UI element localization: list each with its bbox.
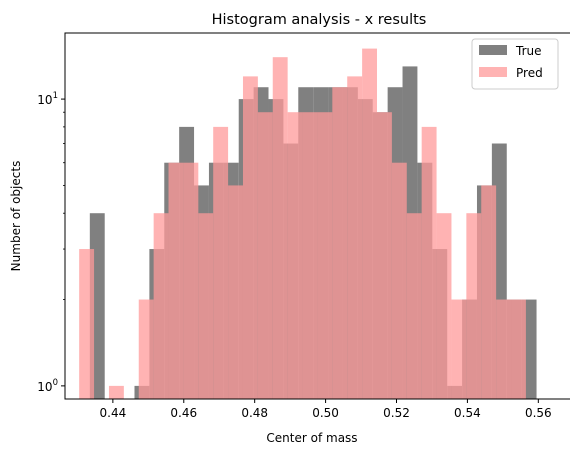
bar-pred-22 bbox=[406, 213, 422, 399]
y-tick-label: 100 bbox=[37, 378, 58, 394]
bar-pred-23 bbox=[421, 126, 437, 399]
y-axis-ticks: 100 101 bbox=[37, 91, 65, 394]
bar-pred-21 bbox=[391, 162, 407, 399]
bar-pred-16 bbox=[317, 112, 333, 400]
bar-pred-8 bbox=[198, 213, 214, 399]
bar-pred-17 bbox=[332, 87, 348, 399]
x-tick-label: 0.46 bbox=[170, 406, 197, 420]
bar-pred-4 bbox=[138, 299, 154, 399]
x-tick-label: 0.48 bbox=[241, 406, 268, 420]
legend-swatch-true bbox=[479, 45, 507, 55]
x-axis-label: Center of mass bbox=[266, 431, 357, 445]
bar-pred-18 bbox=[347, 76, 363, 399]
bar-pred-0 bbox=[79, 249, 95, 399]
x-tick-label: 0.44 bbox=[100, 406, 127, 420]
plot-frame bbox=[64, 32, 570, 400]
legend: True Pred bbox=[471, 38, 559, 90]
x-axis-ticks: 0.44 0.46 0.48 0.50 0.52 0.54 0.56 bbox=[100, 399, 552, 420]
bar-pred-11 bbox=[242, 76, 258, 399]
bar-pred-25 bbox=[451, 299, 467, 399]
chart-title: Histogram analysis - x results bbox=[212, 12, 427, 28]
x-tick-label: 0.52 bbox=[383, 406, 410, 420]
bar-pred-15 bbox=[302, 112, 318, 400]
x-tick-label: 0.56 bbox=[525, 406, 552, 420]
x-tick-label: 0.54 bbox=[454, 406, 481, 420]
bar-pred-10 bbox=[228, 185, 243, 399]
bar-pred-2 bbox=[108, 385, 124, 399]
bar-pred-7 bbox=[183, 162, 199, 399]
y-tick-label: 101 bbox=[37, 91, 58, 107]
bar-pred-5 bbox=[153, 213, 169, 399]
bar-pred-12 bbox=[257, 112, 273, 400]
bar-pred-28 bbox=[496, 299, 512, 399]
bar-pred-19 bbox=[362, 48, 377, 400]
bar-pred-13 bbox=[272, 57, 288, 400]
legend-label-true: True bbox=[515, 44, 542, 58]
bar-pred-24 bbox=[436, 213, 452, 399]
y-axis-label: Number of objects bbox=[9, 161, 23, 272]
series-pred-bars bbox=[79, 48, 526, 400]
bar-pred-14 bbox=[287, 112, 303, 400]
bar-pred-27 bbox=[481, 185, 497, 399]
bar-pred-20 bbox=[377, 112, 392, 400]
x-tick-label: 0.50 bbox=[312, 406, 339, 420]
bar-pred-26 bbox=[466, 213, 482, 399]
bar-pred-29 bbox=[511, 299, 526, 399]
bar-pred-9 bbox=[213, 126, 229, 399]
legend-swatch-pred bbox=[479, 67, 507, 77]
bar-pred-6 bbox=[168, 162, 184, 399]
legend-label-pred: Pred bbox=[516, 66, 543, 80]
